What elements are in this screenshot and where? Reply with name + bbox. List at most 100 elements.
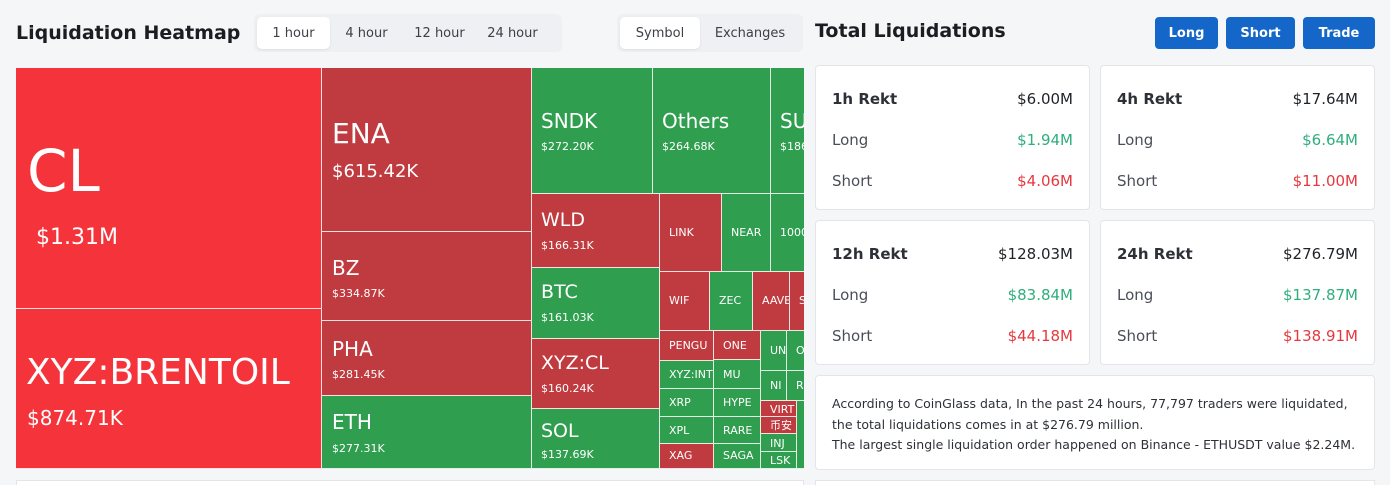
tile-symbol: S: [799, 295, 804, 306]
heatmap-tile-sol[interactable]: SOL $137.69K: [532, 409, 660, 469]
heatmap-tile-xyz-cl[interactable]: XYZ:CL $160.24K: [532, 339, 660, 409]
heatmap-tile-xrp[interactable]: XRP: [660, 389, 714, 417]
time-option-24h[interactable]: 24 hour: [487, 25, 538, 41]
long-label: Long: [832, 286, 869, 304]
heatmap-tile-virt[interactable]: VIRT: [761, 401, 797, 417]
summary-line-2: The largest single liquidation order hap…: [832, 437, 1356, 452]
heatmap-tile-mu[interactable]: MU: [714, 360, 761, 389]
heatmap-tile-xag[interactable]: XAG: [660, 444, 714, 469]
heatmap-tile-btc[interactable]: BTC $161.03K: [532, 268, 660, 339]
short-value: $11.00M: [1292, 172, 1358, 190]
heatmap-tile-saga[interactable]: SAGA: [714, 444, 761, 469]
short-value: $44.18M: [1007, 327, 1073, 345]
tile-symbol: XAG: [669, 449, 693, 462]
heatmap-tile-sndk[interactable]: SNDK $272.20K: [532, 68, 653, 194]
summary-line-1: According to CoinGlass data, In the past…: [832, 396, 1348, 432]
totals-header: Total Liquidations Long Short Trade: [815, 16, 1375, 50]
heatmap-tile-zec[interactable]: ZEC: [710, 272, 753, 331]
tile-symbol: SU: [780, 109, 804, 133]
card-total: $128.03M: [998, 245, 1073, 263]
tile-symbol: NI: [770, 379, 782, 392]
tile-symbol: ENA: [332, 117, 390, 150]
short-label: Short: [1117, 172, 1158, 190]
time-option-12h[interactable]: 12 hour: [414, 25, 465, 41]
heatmap-tile-1000[interactable]: 1000: [771, 194, 804, 272]
tile-symbol: BZ: [332, 256, 360, 280]
tile-value: $264.68K: [662, 140, 715, 153]
tile-value: $281.45K: [332, 368, 385, 381]
heatmap-tile-binance-cn[interactable]: 币安: [761, 417, 797, 434]
heatmap-tile-xyz-int[interactable]: XYZ:INT: [660, 361, 714, 389]
tile-symbol: CL: [27, 137, 100, 205]
heatmap-tile-pha[interactable]: PHA $281.45K: [322, 321, 532, 396]
tile-symbol: RARE: [723, 424, 753, 437]
heatmap-tile-r[interactable]: R: [787, 371, 804, 401]
tile-value: $160.24K: [541, 382, 594, 395]
mode-option-symbol[interactable]: Symbol: [620, 17, 700, 49]
heatmap-tile-wld[interactable]: WLD $166.31K: [532, 194, 660, 268]
heatmap-tile-others[interactable]: Others $264.68K: [653, 68, 771, 194]
tile-symbol: HYPE: [723, 396, 752, 409]
tile-symbol: SNDK: [541, 109, 598, 133]
tile-symbol: PENGU: [669, 339, 708, 352]
tile-value: $1.31M: [36, 225, 118, 250]
heatmap-tile-xyz-brentoil[interactable]: XYZ:BRENTOIL $874.71K: [16, 309, 322, 469]
heatmap-tile-lsk[interactable]: LSK: [761, 452, 797, 469]
heatmap-tile-ni[interactable]: NI: [761, 371, 787, 401]
time-option-4h[interactable]: 4 hour: [345, 25, 388, 41]
heatmap-header: Liquidation Heatmap 1 hour 4 hour 12 hou…: [16, 14, 806, 52]
long-value: $137.87M: [1283, 286, 1358, 304]
tile-value: $166.31K: [541, 239, 594, 252]
heatmap-tile-pengu[interactable]: PENGU: [660, 331, 714, 361]
heatmap-tile-one[interactable]: ONE: [714, 331, 761, 360]
long-button[interactable]: Long: [1155, 17, 1218, 49]
tile-symbol: LINK: [669, 226, 694, 239]
heatmap-tile-o[interactable]: O: [787, 331, 804, 371]
tile-value: $272.20K: [541, 140, 594, 153]
next-panel-left: [16, 480, 804, 485]
trade-button[interactable]: Trade: [1303, 17, 1375, 49]
tile-symbol: XYZ:CL: [541, 352, 609, 374]
heatmap-tile-hype[interactable]: HYPE: [714, 389, 761, 417]
tile-symbol: WIF: [669, 294, 690, 307]
tile-symbol: XPL: [669, 424, 690, 437]
tile-symbol: XRP: [669, 396, 691, 409]
short-button[interactable]: Short: [1226, 17, 1295, 49]
heatmap-tile-link[interactable]: LINK: [660, 194, 722, 272]
heatmap-tile-rare[interactable]: RARE: [714, 417, 761, 444]
heatmap-tile-inj[interactable]: INJ: [761, 434, 797, 452]
heatmap-tile-un[interactable]: UN: [761, 331, 787, 371]
tile-value: $277.31K: [332, 442, 385, 455]
short-value: $138.91M: [1283, 327, 1358, 345]
tile-symbol: ONE: [723, 339, 747, 352]
tile-symbol: ZEC: [719, 294, 742, 307]
rekt-card-12h: 12h Rekt $128.03M Long $83.84M Short $44.18…: [815, 220, 1090, 365]
card-total: $6.00M: [1017, 90, 1073, 108]
tile-symbol: Others: [662, 109, 730, 133]
tile-symbol: NEAR: [731, 226, 762, 239]
heatmap-tile-ena[interactable]: ENA $615.42K: [322, 68, 532, 232]
card-label: 12h Rekt: [832, 245, 908, 263]
heatmap-tile-extra: [797, 401, 804, 469]
tile-symbol: 1000: [780, 226, 804, 239]
heatmap-tile-bz[interactable]: BZ $334.87K: [322, 232, 532, 321]
heatmap-tile-eth[interactable]: ETH $277.31K: [322, 396, 532, 469]
tile-value: $615.42K: [332, 161, 419, 182]
heatmap-tile-near[interactable]: NEAR: [722, 194, 771, 272]
tile-value: $186: [780, 140, 804, 153]
tile-symbol: XYZ:INT: [669, 368, 713, 381]
tile-symbol: R: [796, 379, 804, 392]
heatmap-tile-wif[interactable]: WIF: [660, 272, 710, 331]
heatmap-tile-xpl[interactable]: XPL: [660, 417, 714, 444]
long-label: Long: [1117, 286, 1154, 304]
card-label: 24h Rekt: [1117, 245, 1193, 263]
time-range-selector: 1 hour 4 hour 12 hour 24 hour: [254, 14, 562, 52]
heatmap-tile-s[interactable]: S: [790, 272, 804, 331]
long-value: $1.94M: [1017, 131, 1073, 149]
mode-option-exchanges[interactable]: Exchanges: [714, 25, 786, 41]
heatmap-tile-cl[interactable]: CL $1.31M: [16, 68, 322, 309]
time-option-1h[interactable]: 1 hour: [257, 17, 330, 49]
heatmap-tile-aave[interactable]: AAVE: [753, 272, 790, 331]
short-label: Short: [1117, 327, 1158, 345]
heatmap-tile-su[interactable]: SU $186: [771, 68, 804, 194]
